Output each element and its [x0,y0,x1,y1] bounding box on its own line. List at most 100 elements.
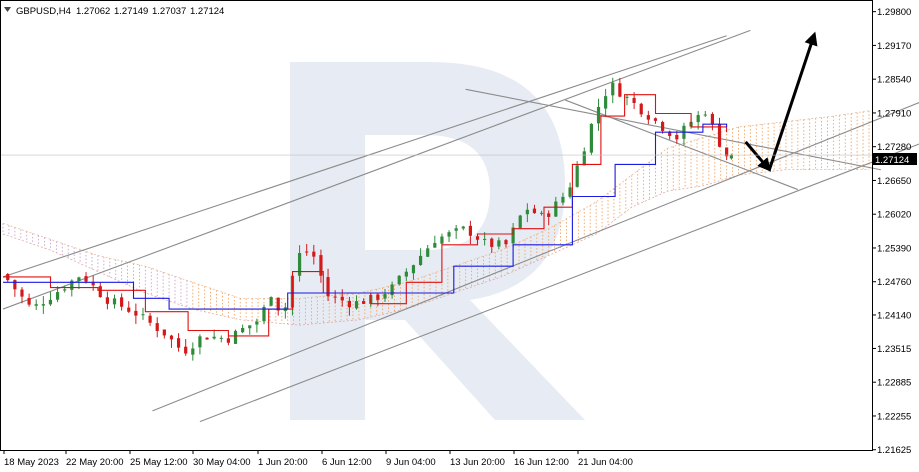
candle-body [48,299,53,305]
last-price-label: 1.27124 [875,155,909,166]
candle-body [84,276,88,282]
candle-body [433,242,437,248]
time-axis[interactable]: 18 May 2023 22 May 20:00 25 May 12:00 30 Ma… [3,450,633,468]
candle-body [703,114,707,116]
candle-body [653,118,658,121]
candle-body [176,338,181,348]
last-price-tag: 1.27124 [873,153,917,166]
x-tick-label: 6 Jun 12:00 [322,457,372,468]
candle-body [191,348,195,355]
candle-body [639,103,643,115]
trendline-3[interactable] [152,89,919,412]
candle-body [390,284,394,296]
y-tick-label: 1.22885 [877,378,911,389]
y-tick-label: 1.24140 [877,310,911,321]
y-tick-label: 1.25390 [877,243,911,254]
candle-body [169,335,174,340]
chevron-down-icon[interactable] [4,7,11,12]
candle-body [668,131,672,136]
candle-body [454,228,458,231]
x-tick-label: 22 May 20:00 [66,457,124,468]
candle-body [262,306,266,322]
candle-body [461,226,465,229]
candle-body [77,277,81,282]
open-value: 1.27062 [76,6,110,17]
candle-body [490,238,494,247]
candle-body [539,212,544,214]
candle-body [547,213,551,217]
y-tick-label: 1.29800 [877,7,911,18]
y-tick-label: 1.27280 [877,142,911,153]
candle-body [675,134,679,140]
candle-body [120,297,124,307]
plot-frame [0,0,873,451]
candle-body [333,296,337,298]
x-tick-label: 13 Jun 20:00 [450,457,505,468]
candle-body [41,304,45,306]
candle-body [589,123,594,153]
candle-body [269,297,273,306]
price-axis[interactable]: 1.29800 1.29170 1.28540 1.27910 1.27280 1.266… [872,7,911,456]
candle-body [625,96,629,98]
candle-body [596,106,601,124]
forecast-down-arrow[interactable] [744,140,772,172]
candle-body [554,201,558,217]
candle-body [91,281,95,286]
y-tick-label: 1.29170 [877,41,911,52]
candle-body [582,151,586,166]
y-tick-label: 1.27910 [877,108,911,119]
trendline-6[interactable] [565,99,799,191]
candle-body [55,292,60,300]
candle-body [347,300,351,308]
candle-body [198,336,202,348]
candle-body [20,289,24,297]
candle-body [532,208,537,214]
tenkan-line [3,94,728,337]
candle-body [710,113,715,125]
x-tick-label: 9 Jun 04:00 [386,457,436,468]
candle-body [134,310,138,316]
y-tick-label: 1.26650 [877,176,911,187]
candle-body [233,330,238,344]
candle-body [497,240,501,247]
logo-r-shape [290,62,585,420]
y-tick-label: 1.28540 [877,75,911,86]
candle-body [483,238,487,240]
candle-body [717,124,722,147]
forecast-up-arrow[interactable] [767,31,818,171]
candle-body [568,187,572,197]
candle-body [575,165,579,187]
candle-body [440,236,444,244]
candle-body [468,225,473,236]
candle-body [184,346,188,354]
y-tick-label: 1.24760 [877,277,911,288]
candle-body [105,297,109,304]
low-value: 1.27037 [152,6,186,17]
y-tick-label: 1.23515 [877,344,911,355]
candle-body [696,115,700,123]
trendline-1[interactable] [2,29,751,310]
forecast-arrows[interactable] [744,31,818,172]
candle-body [518,215,522,228]
x-tick-label: 16 Jun 12:00 [514,457,569,468]
candle-body [148,315,152,323]
candle-body [326,277,330,297]
x-tick-label: 1 Jun 20:00 [258,457,308,468]
trendline-5[interactable] [465,88,881,171]
candle-body [504,240,508,245]
close-value: 1.27124 [190,6,224,17]
candle-body [404,271,408,277]
kijun-line [3,123,728,310]
candle-body [127,307,131,312]
candle-body [376,294,380,300]
y-tick-label: 1.22255 [877,411,911,422]
candle-body [511,227,515,244]
candle-body [205,337,209,340]
candle-body [70,280,74,290]
candle-body [725,147,729,157]
trendline-2[interactable] [2,35,727,278]
senkou-a-line [2,110,870,299]
x-tick-label: 25 May 12:00 [130,457,188,468]
